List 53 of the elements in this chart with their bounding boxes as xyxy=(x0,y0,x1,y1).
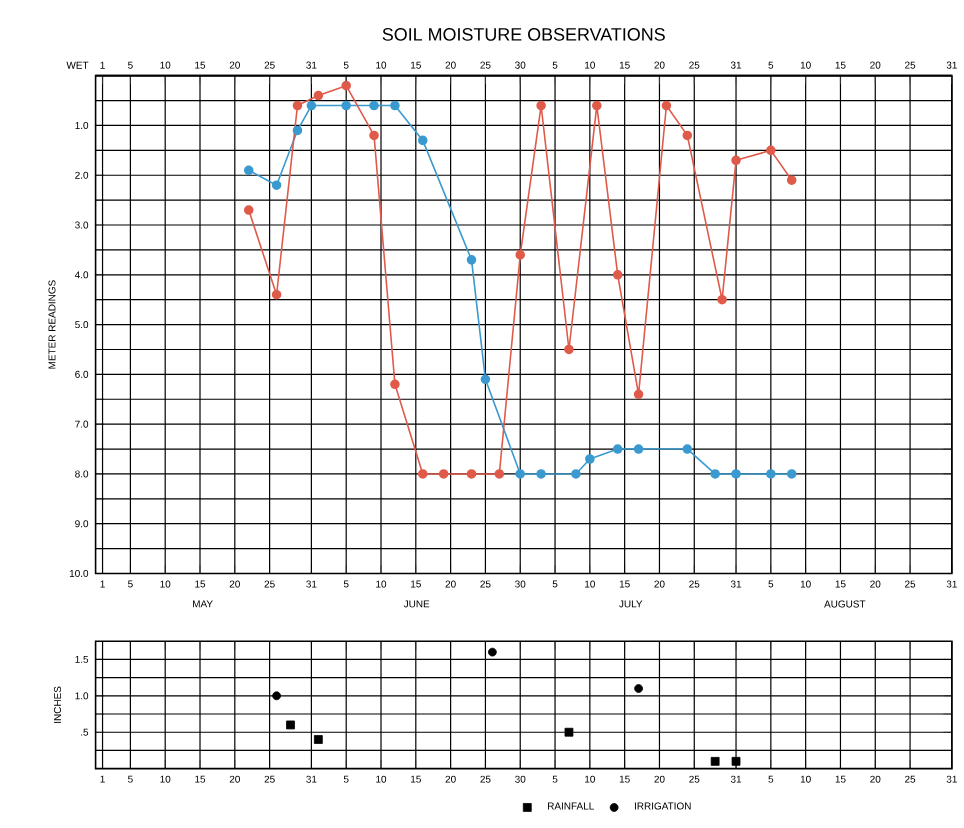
point xyxy=(766,145,776,155)
point xyxy=(661,100,672,111)
point xyxy=(515,249,526,260)
point xyxy=(417,135,428,145)
point xyxy=(571,468,581,479)
point xyxy=(243,165,254,175)
point xyxy=(717,294,727,305)
point xyxy=(466,254,477,265)
point xyxy=(710,468,720,479)
point xyxy=(612,269,623,280)
point xyxy=(682,444,693,454)
point xyxy=(417,468,428,479)
point xyxy=(710,756,720,766)
point xyxy=(271,289,282,300)
point xyxy=(766,468,776,479)
point xyxy=(313,734,323,744)
point xyxy=(369,130,379,141)
point xyxy=(633,444,644,454)
point xyxy=(592,100,602,111)
point xyxy=(682,130,693,141)
point xyxy=(564,344,574,355)
point xyxy=(536,468,546,479)
point xyxy=(634,683,643,693)
point xyxy=(341,80,351,91)
point xyxy=(438,468,449,479)
point xyxy=(633,389,644,399)
point xyxy=(313,90,324,101)
point xyxy=(390,379,400,389)
point xyxy=(731,155,741,165)
point xyxy=(564,727,574,737)
point xyxy=(585,454,595,464)
point xyxy=(292,100,303,111)
point xyxy=(515,468,526,479)
point xyxy=(466,468,477,479)
point xyxy=(536,100,546,111)
point xyxy=(286,720,295,730)
point xyxy=(271,180,282,190)
point xyxy=(272,691,281,701)
point xyxy=(786,175,797,185)
chart-title: SOIL MOISTURE OBSERVATIONS xyxy=(382,27,665,41)
point xyxy=(494,468,505,479)
point xyxy=(612,444,623,454)
point xyxy=(731,468,741,479)
point xyxy=(480,374,491,384)
point xyxy=(292,125,303,136)
point xyxy=(390,100,400,111)
point xyxy=(488,647,497,657)
point xyxy=(341,100,351,111)
point xyxy=(243,205,254,215)
point xyxy=(306,100,317,111)
point xyxy=(731,756,741,766)
point xyxy=(786,468,797,479)
point xyxy=(369,100,379,111)
